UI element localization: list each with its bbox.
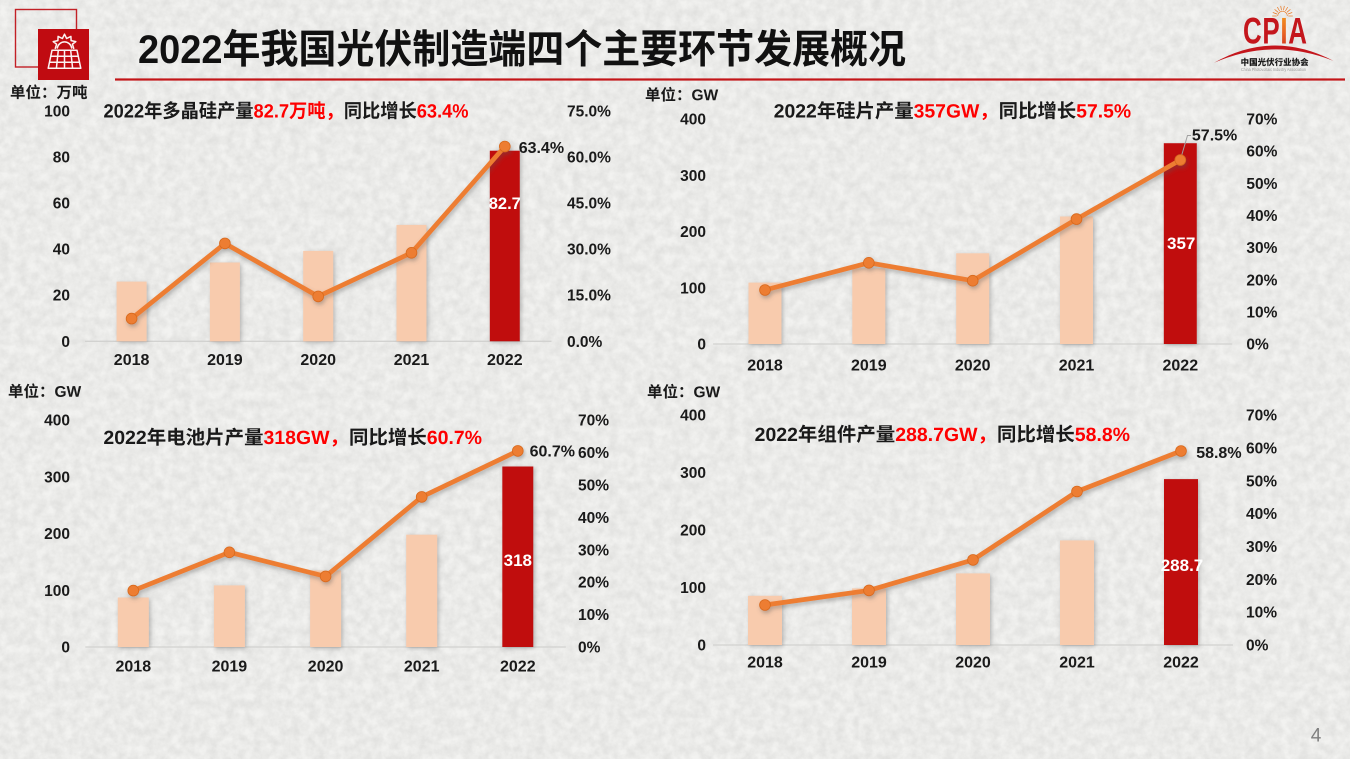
svg-text:2019: 2019 [212, 658, 248, 675]
svg-text:40%: 40% [1246, 506, 1277, 523]
svg-text:40%: 40% [578, 510, 609, 527]
svg-text:80: 80 [53, 149, 70, 166]
svg-text:20%: 20% [1246, 572, 1277, 589]
svg-text:2018: 2018 [747, 358, 783, 375]
svg-text:0: 0 [61, 640, 70, 657]
svg-text:20: 20 [53, 288, 70, 305]
svg-text:10%: 10% [1246, 304, 1277, 321]
svg-text:2022: 2022 [1163, 358, 1199, 375]
svg-text:300: 300 [680, 168, 706, 185]
svg-text:63.4%: 63.4% [519, 140, 564, 157]
svg-text:2020: 2020 [300, 352, 336, 369]
svg-text:0: 0 [697, 638, 706, 655]
svg-text:CPIA: CPIA [1243, 10, 1308, 52]
svg-text:2019: 2019 [851, 358, 887, 375]
svg-text:75.0%: 75.0% [567, 103, 611, 120]
svg-text:2018: 2018 [116, 658, 152, 675]
svg-text:10%: 10% [578, 607, 609, 624]
svg-text:15.0%: 15.0% [567, 288, 611, 305]
svg-text:50%: 50% [578, 477, 609, 494]
svg-text:60: 60 [53, 196, 70, 213]
svg-text:2020: 2020 [308, 658, 344, 675]
svg-text:2019: 2019 [851, 655, 887, 672]
svg-text:2020: 2020 [955, 655, 991, 672]
svg-text:0%: 0% [1246, 337, 1269, 354]
svg-text:2021: 2021 [1059, 358, 1095, 375]
svg-text:60.0%: 60.0% [567, 149, 611, 166]
svg-text:2021: 2021 [404, 658, 440, 675]
svg-text:300: 300 [680, 465, 706, 482]
svg-text:2018: 2018 [747, 655, 783, 672]
svg-text:2019: 2019 [207, 352, 243, 369]
svg-text:0: 0 [61, 334, 70, 351]
svg-text:200: 200 [44, 526, 70, 543]
svg-text:200: 200 [680, 224, 706, 241]
svg-text:400: 400 [44, 413, 70, 430]
svg-text:40%: 40% [1246, 208, 1277, 225]
svg-text:288.7: 288.7 [1161, 556, 1204, 575]
svg-text:0%: 0% [1246, 638, 1269, 655]
svg-text:100: 100 [680, 280, 706, 297]
svg-text:2022: 2022 [487, 352, 523, 369]
svg-text:50%: 50% [1246, 473, 1277, 490]
svg-text:40: 40 [53, 242, 70, 259]
svg-text:357: 357 [1167, 234, 1195, 253]
svg-text:30.0%: 30.0% [567, 242, 611, 259]
svg-text:4: 4 [1311, 725, 1322, 746]
svg-text:45.0%: 45.0% [567, 196, 611, 213]
svg-text:300: 300 [44, 469, 70, 486]
svg-text:60.7%: 60.7% [530, 444, 575, 461]
svg-text:20%: 20% [578, 575, 609, 592]
svg-text:318: 318 [504, 551, 532, 570]
svg-text:2022: 2022 [500, 658, 536, 675]
svg-text:0.0%: 0.0% [567, 334, 603, 351]
svg-text:60%: 60% [1246, 144, 1277, 161]
svg-text:60%: 60% [578, 445, 609, 462]
svg-text:70%: 70% [1246, 408, 1277, 425]
svg-text:60%: 60% [1246, 441, 1277, 458]
svg-text:50%: 50% [1246, 176, 1277, 193]
svg-text:30%: 30% [1246, 539, 1277, 556]
svg-text:200: 200 [680, 523, 706, 540]
svg-text:70%: 70% [578, 413, 609, 430]
svg-text:10%: 10% [1246, 605, 1277, 622]
svg-text:2018: 2018 [114, 352, 150, 369]
svg-text:57.5%: 57.5% [1192, 127, 1237, 144]
svg-text:0: 0 [697, 337, 706, 354]
svg-text:2022: 2022 [1163, 655, 1199, 672]
svg-text:0%: 0% [578, 640, 601, 657]
svg-text:30%: 30% [1246, 240, 1277, 257]
svg-text:30%: 30% [578, 542, 609, 559]
svg-text:400: 400 [680, 408, 706, 425]
svg-text:82.7: 82.7 [489, 195, 521, 213]
svg-text:2021: 2021 [394, 352, 430, 369]
svg-text:100: 100 [44, 583, 70, 600]
svg-text:100: 100 [44, 103, 70, 120]
svg-text:20%: 20% [1246, 272, 1277, 289]
svg-text:100: 100 [680, 580, 706, 597]
svg-text:58.8%: 58.8% [1196, 445, 1241, 462]
svg-text:2020: 2020 [955, 358, 991, 375]
svg-text:400: 400 [680, 112, 706, 129]
svg-text:China Photovoltaic Industry As: China Photovoltaic Industry Association [1241, 67, 1306, 72]
svg-text:2021: 2021 [1059, 655, 1095, 672]
svg-text:70%: 70% [1246, 112, 1277, 129]
